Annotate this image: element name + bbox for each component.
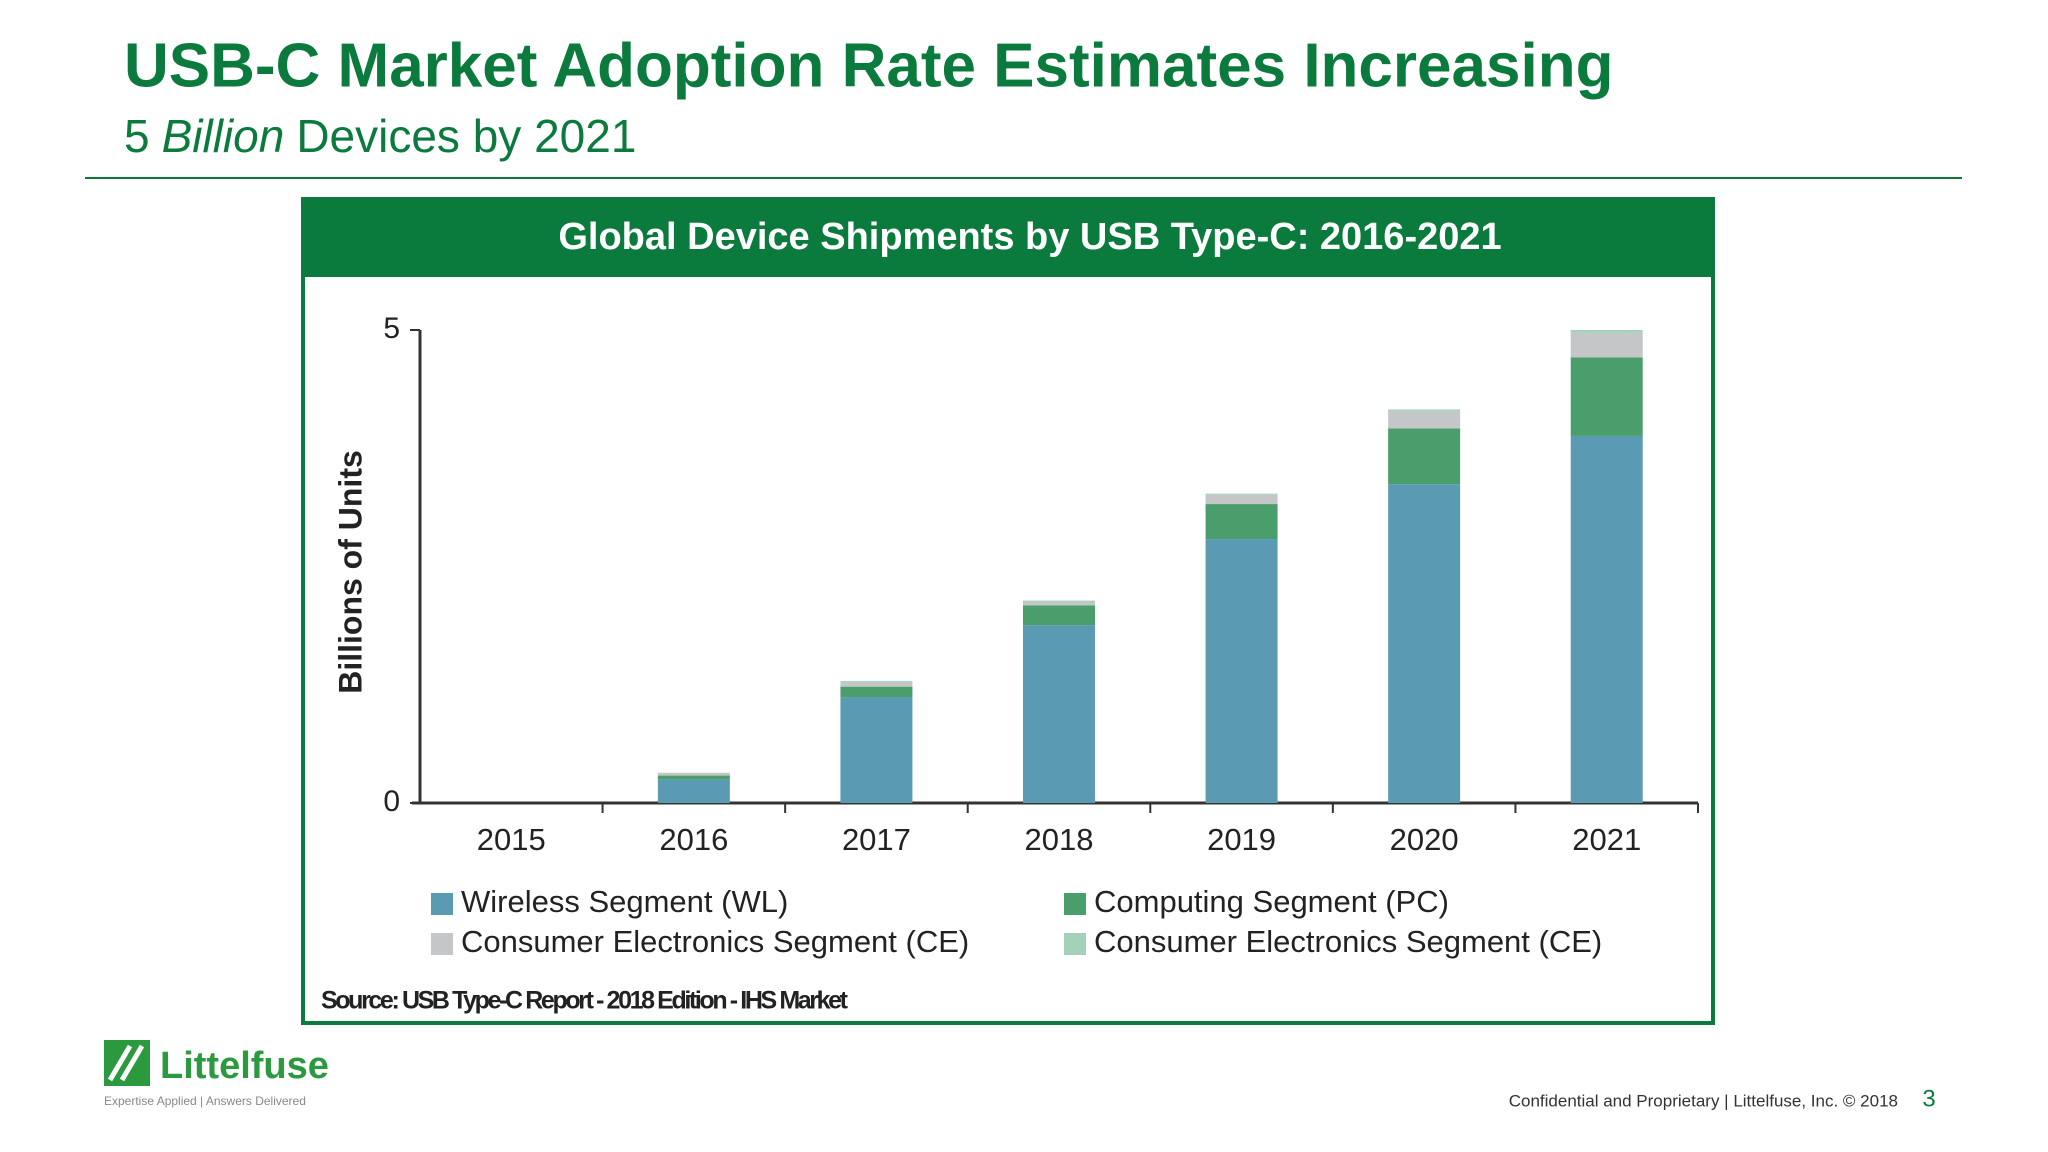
bar-segment [657, 775, 730, 780]
bar-segment [1570, 435, 1643, 803]
x-tick-label: 2020 [1390, 822, 1459, 857]
bar-segment [1205, 539, 1278, 803]
bar-segment [1023, 601, 1095, 606]
legend-swatch [1064, 933, 1086, 955]
bar-segment [1570, 357, 1643, 436]
bar-segment [657, 779, 730, 803]
bar-segment [1205, 504, 1278, 540]
legend-label: Wireless Segment (WL) [461, 884, 788, 919]
bar-segment [1023, 605, 1095, 626]
x-tick-label: 2015 [477, 822, 546, 857]
footer-note: Confidential and Proprietary | Littelfus… [1509, 1091, 1898, 1110]
x-tick-label: 2019 [1207, 822, 1276, 857]
bar-segment [1205, 493, 1278, 495]
x-tick-label: 2021 [1572, 822, 1641, 857]
legend-swatch [1064, 893, 1086, 915]
logo-tagline: Expertise Applied | Answers Delivered [104, 1094, 306, 1108]
bar-segment [1205, 494, 1278, 505]
chart-frame [301, 197, 1715, 1025]
logo-mark [107, 1044, 145, 1082]
x-tick-label: 2017 [842, 822, 911, 857]
legend-swatch [431, 933, 453, 955]
bar-segment [840, 697, 913, 803]
y-tick-label: 0 [383, 785, 400, 818]
slide-title: USB-C Market Adoption Rate Estimates Inc… [124, 31, 1613, 100]
y-axis-label: Billions of Units [332, 450, 368, 694]
bar-segment [1388, 428, 1461, 485]
legend-swatch [431, 893, 453, 915]
bar-segment [840, 680, 913, 682]
subtitle-part: Devices by 2021 [296, 110, 636, 162]
bar-segment [1570, 330, 1643, 333]
bar-segment [1388, 409, 1461, 412]
x-tick-label: 2018 [1025, 822, 1094, 857]
bar-segment [1388, 484, 1461, 803]
chart-header [303, 199, 1713, 277]
legend-label: Computing Segment (PC) [1094, 884, 1449, 919]
subtitle-part: Billion [162, 110, 285, 162]
page-number: 3 [1922, 1085, 1935, 1112]
legend-label: Consumer Electronics Segment (CE) [1094, 924, 1602, 959]
y-tick-label: 5 [383, 312, 400, 345]
legend-label: Consumer Electronics Segment (CE) [461, 924, 969, 959]
bar-segment [1023, 625, 1095, 803]
bar-segment [657, 772, 730, 776]
bar-segment [1570, 332, 1643, 358]
slide-subtitle: 5 Billion Devices by 2021 [124, 110, 636, 162]
bar-segment [1388, 411, 1461, 429]
chart-title: Global Device Shipments by USB Type-C: 2… [558, 216, 1501, 258]
logo-text: Littelfuse [160, 1045, 329, 1087]
bar-segment [840, 686, 913, 698]
logo: Littelfuse Expertise Applied | Answers D… [104, 1040, 329, 1108]
bar-segment [1023, 600, 1095, 602]
subtitle-part: 5 [124, 110, 150, 162]
bar-segment [840, 681, 913, 687]
source-note: Source: USB Type-C Report - 2018 Edition… [321, 987, 849, 1015]
x-tick-label: 2016 [659, 822, 728, 857]
